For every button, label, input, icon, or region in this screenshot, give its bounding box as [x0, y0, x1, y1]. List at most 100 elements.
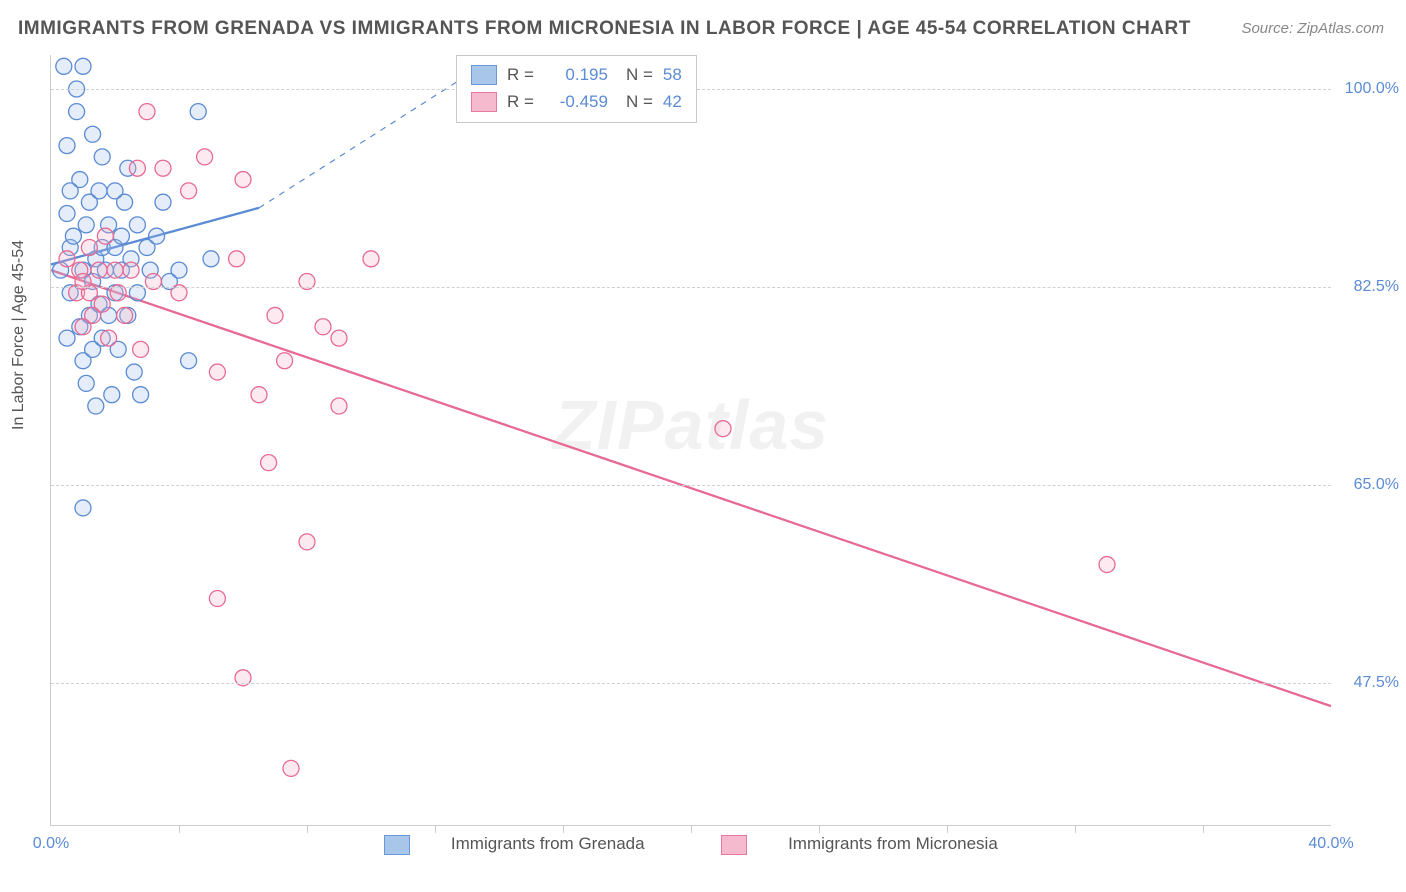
point-micronesia [235, 172, 251, 188]
point-grenada [113, 228, 129, 244]
point-grenada [59, 206, 75, 222]
point-grenada [203, 251, 219, 267]
legend-label: Immigrants from Micronesia [788, 834, 998, 853]
y-tick-label: 65.0% [1354, 476, 1399, 494]
legend-item-grenada: Immigrants from Grenada [366, 834, 667, 853]
r-value-micronesia: -0.459 [544, 88, 608, 115]
point-micronesia [139, 104, 155, 120]
n-value-micronesia: 42 [663, 88, 682, 115]
r-label: R = [507, 88, 534, 115]
point-micronesia [267, 307, 283, 323]
point-micronesia [117, 307, 133, 323]
point-micronesia [715, 421, 731, 437]
point-grenada [149, 228, 165, 244]
point-grenada [56, 58, 72, 74]
scatter-svg [51, 55, 1331, 825]
plot-area: ZIPatlas 47.5%65.0%82.5%100.0% 0.0%40.0%… [50, 55, 1331, 826]
gridline [51, 683, 1331, 684]
swatch-grenada [471, 65, 497, 85]
legend-item-micronesia: Immigrants from Micronesia [703, 834, 1015, 853]
point-micronesia [129, 160, 145, 176]
point-micronesia [331, 398, 347, 414]
point-micronesia [107, 262, 123, 278]
point-grenada [107, 183, 123, 199]
stat-row-micronesia: R = -0.459 N = 42 [471, 88, 682, 115]
point-grenada [59, 138, 75, 154]
point-micronesia [1099, 557, 1115, 573]
point-micronesia [261, 455, 277, 471]
point-grenada [75, 58, 91, 74]
point-micronesia [299, 534, 315, 550]
legend-label: Immigrants from Grenada [451, 834, 645, 853]
point-micronesia [229, 251, 245, 267]
bottom-legend: Immigrants from Grenada Immigrants from … [51, 834, 1331, 855]
x-minor-tick [947, 825, 948, 833]
point-micronesia [197, 149, 213, 165]
point-micronesia [331, 330, 347, 346]
point-grenada [69, 104, 85, 120]
r-label: R = [507, 61, 534, 88]
x-minor-tick [691, 825, 692, 833]
point-grenada [126, 364, 142, 380]
source-credit: Source: ZipAtlas.com [1241, 20, 1384, 37]
gridline [51, 485, 1331, 486]
x-minor-tick [435, 825, 436, 833]
point-micronesia [283, 760, 299, 776]
stat-row-grenada: R = 0.195 N = 58 [471, 61, 682, 88]
point-micronesia [123, 262, 139, 278]
point-micronesia [251, 387, 267, 403]
x-minor-tick [1203, 825, 1204, 833]
point-grenada [91, 183, 107, 199]
point-grenada [94, 149, 110, 165]
point-micronesia [209, 591, 225, 607]
point-micronesia [277, 353, 293, 369]
gridline [51, 287, 1331, 288]
n-label: N = [626, 88, 653, 115]
point-grenada [65, 228, 81, 244]
point-grenada [78, 217, 94, 233]
point-micronesia [363, 251, 379, 267]
point-micronesia [101, 330, 117, 346]
r-value-grenada: 0.195 [544, 61, 608, 88]
point-micronesia [94, 296, 110, 312]
swatch-grenada [384, 835, 410, 855]
point-micronesia [81, 240, 97, 256]
point-grenada [78, 375, 94, 391]
x-minor-tick [819, 825, 820, 833]
point-micronesia [209, 364, 225, 380]
point-micronesia [181, 183, 197, 199]
n-value-grenada: 58 [663, 61, 682, 88]
x-minor-tick [179, 825, 180, 833]
point-micronesia [133, 341, 149, 357]
x-minor-tick [1075, 825, 1076, 833]
swatch-micronesia [471, 92, 497, 112]
y-tick-label: 47.5% [1354, 674, 1399, 692]
point-grenada [104, 387, 120, 403]
point-grenada [190, 104, 206, 120]
point-micronesia [315, 319, 331, 335]
swatch-micronesia [721, 835, 747, 855]
point-grenada [133, 387, 149, 403]
stat-legend-box: R = 0.195 N = 58 R = -0.459 N = 42 [456, 55, 697, 123]
y-tick-label: 82.5% [1354, 278, 1399, 296]
point-micronesia [91, 262, 107, 278]
point-grenada [181, 353, 197, 369]
point-grenada [88, 398, 104, 414]
point-grenada [75, 500, 91, 516]
regression-line-micronesia [51, 270, 1331, 706]
chart-title: IMMIGRANTS FROM GRENADA VS IMMIGRANTS FR… [18, 18, 1191, 40]
x-minor-tick [563, 825, 564, 833]
point-grenada [129, 217, 145, 233]
point-micronesia [59, 251, 75, 267]
n-label: N = [626, 61, 653, 88]
x-minor-tick [307, 825, 308, 833]
y-tick-label: 100.0% [1345, 80, 1399, 98]
point-grenada [85, 126, 101, 142]
point-grenada [171, 262, 187, 278]
point-micronesia [155, 160, 171, 176]
point-grenada [155, 194, 171, 210]
point-grenada [62, 183, 78, 199]
point-micronesia [97, 228, 113, 244]
point-grenada [59, 330, 75, 346]
y-axis-label: In Labor Force | Age 45-54 [10, 240, 28, 430]
